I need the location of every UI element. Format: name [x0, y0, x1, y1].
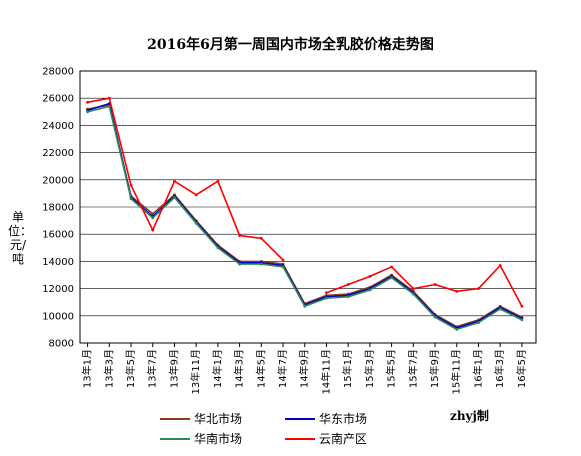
data-point-3 [325, 291, 328, 295]
x-tick-label: 14年7月 [276, 349, 289, 388]
data-point-2 [498, 307, 502, 311]
data-point-3 [281, 258, 285, 262]
x-tick-label: 13年1月 [81, 349, 94, 388]
x-tick-label: 13年7月 [146, 349, 159, 388]
data-point-3 [216, 179, 220, 183]
data-point-3 [238, 234, 242, 237]
legend-label-north: 华北市场 [194, 412, 243, 426]
x-tick-label: 14年1月 [211, 349, 224, 388]
data-point-2 [368, 288, 372, 292]
data-point-3 [433, 283, 437, 286]
y-tick-label: 22000 [42, 148, 74, 159]
data-point-3 [368, 274, 372, 278]
data-point-2 [477, 321, 480, 324]
y-tick-label: 12000 [42, 284, 74, 295]
data-point-2 [238, 262, 242, 266]
y-axis-label: 单位：元/吨 [8, 210, 33, 266]
x-tick-label: 16年3月 [493, 349, 506, 388]
legend-item-north: 华北市场 [160, 410, 242, 427]
data-point-2 [194, 221, 198, 225]
data-point-0 [151, 212, 155, 216]
x-tick-label: 15年5月 [385, 349, 398, 388]
y-tick-label: 26000 [42, 94, 74, 105]
x-tick-label: 13年9月 [167, 349, 180, 388]
series-line-3 [87, 97, 523, 307]
x-tick-label: 14年5月 [254, 349, 267, 388]
data-point-3 [455, 289, 459, 293]
y-tick-label: 28000 [42, 67, 74, 78]
y-tick-label: 20000 [42, 175, 74, 186]
data-point-3 [346, 283, 350, 286]
data-point-2 [325, 296, 328, 300]
x-tick-label: 14年11月 [319, 349, 332, 394]
data-point-2 [259, 262, 263, 266]
legend-swatch-south [160, 437, 190, 440]
data-point-3 [107, 96, 111, 100]
x-tick-label: 13年3月 [102, 349, 115, 388]
data-point-2 [107, 104, 111, 108]
data-point-3 [259, 236, 263, 240]
legend-swatch-north [160, 417, 190, 420]
x-tick-label: 15年11月 [450, 349, 463, 394]
y-tick-label: 14000 [42, 257, 74, 268]
legend-item-yunnan: 云南产区 [285, 430, 367, 447]
data-point-3 [390, 265, 393, 269]
watermark-text: zhyj制 [450, 409, 489, 423]
data-point-2 [86, 110, 89, 114]
data-point-3 [411, 287, 415, 290]
data-point-2 [411, 292, 415, 296]
data-point-3 [477, 287, 480, 290]
x-tick-label: 16年5月 [515, 349, 528, 388]
data-point-3 [173, 179, 176, 183]
data-point-3 [520, 304, 524, 308]
data-point-3 [498, 264, 502, 267]
chart-title: 2016年6月第一周国内市场全乳胶价格走势图 [147, 37, 434, 53]
y-tick-label: 18000 [42, 203, 74, 214]
x-tick-label: 13年5月 [124, 349, 137, 388]
legend-label-south: 华南市场 [194, 432, 243, 446]
x-tick-label: 13年11月 [189, 349, 202, 394]
legend-item-south: 华南市场 [160, 430, 242, 447]
data-point-3 [129, 183, 133, 187]
data-point-3 [86, 100, 89, 104]
x-tick-label: 15年1月 [341, 349, 354, 388]
data-point-3 [194, 193, 198, 197]
y-tick-label: 8000 [49, 339, 74, 350]
legend-label-yunnan: 云南产区 [319, 432, 368, 446]
data-point-2 [129, 197, 133, 201]
data-point-2 [151, 216, 155, 220]
y-tick-label: 16000 [42, 230, 74, 241]
data-point-2 [390, 276, 393, 280]
data-point-2 [216, 246, 220, 250]
data-point-2 [173, 196, 176, 199]
data-point-2 [455, 328, 459, 331]
data-point-3 [151, 228, 155, 232]
x-tick-label: 14年3月 [233, 349, 246, 388]
data-point-2 [346, 295, 350, 299]
x-tick-label: 14年9月 [298, 349, 311, 388]
legend-item-east: 华东市场 [285, 410, 367, 427]
data-point-2 [433, 315, 437, 319]
x-tick-label: 15年7月 [406, 349, 419, 388]
legend-label-east: 华东市场 [319, 412, 368, 426]
data-point-2 [520, 318, 524, 322]
legend-swatch-yunnan [285, 437, 315, 440]
data-point-2 [281, 265, 285, 269]
legend-swatch-east [285, 417, 315, 420]
x-tick-label: 15年9月 [428, 349, 441, 388]
x-tick-label: 16年1月 [471, 349, 484, 388]
x-tick-label: 15年3月 [363, 349, 376, 388]
data-point-2 [303, 304, 307, 308]
y-tick-label: 10000 [42, 311, 74, 322]
y-tick-label: 24000 [42, 121, 74, 132]
